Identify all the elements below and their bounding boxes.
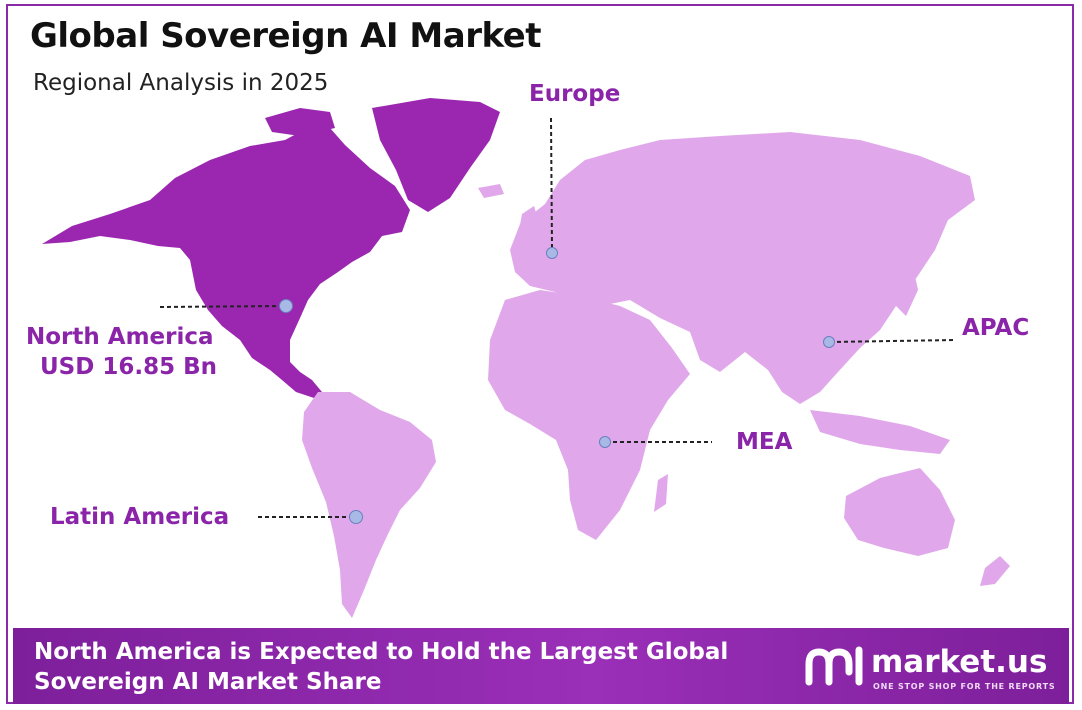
- market-us-logo: market.us ONE STOP SHOP FOR THE REPORTS: [803, 642, 1063, 692]
- footer-banner: North America is Expected to Hold the La…: [13, 628, 1069, 704]
- greenland-shape: [372, 98, 500, 212]
- north-america-shape: [42, 128, 410, 398]
- apac-marker: [823, 336, 835, 348]
- mea-marker: [599, 436, 611, 448]
- southeast-asia-shape: [810, 410, 950, 454]
- logo-mark-icon: [805, 646, 863, 686]
- north-america-value: USD 16.85 Bn: [40, 354, 218, 380]
- logo-tagline: ONE STOP SHOP FOR THE REPORTS: [873, 682, 1056, 691]
- north-america-marker: [279, 299, 293, 313]
- arctic-islands-shape: [265, 108, 335, 136]
- north-america-label: North America: [26, 324, 214, 350]
- eurasia-shape: [510, 132, 975, 404]
- europe-label: Europe: [529, 81, 621, 107]
- latin-america-shape: [302, 392, 436, 618]
- british-isles-shape: [518, 206, 540, 240]
- latin-america-label: Latin America: [50, 504, 230, 530]
- new-zealand-shape: [980, 556, 1010, 586]
- europe-leader: [550, 117, 553, 251]
- australia-shape: [844, 468, 955, 556]
- banner-line-1: North America is Expected to Hold the La…: [34, 639, 729, 665]
- logo-name: market.us: [871, 644, 1048, 680]
- mea-label: MEA: [736, 429, 793, 455]
- japan-shape: [896, 262, 918, 316]
- page-title: Global Sovereign AI Market: [30, 16, 541, 56]
- page-subtitle: Regional Analysis in 2025: [33, 70, 329, 96]
- europe-marker: [546, 247, 558, 259]
- madagascar-shape: [654, 474, 668, 512]
- apac-label: APAC: [962, 315, 1030, 341]
- latin-america-marker: [349, 510, 363, 524]
- banner-line-2: Sovereign AI Market Share: [34, 669, 382, 695]
- africa-shape: [488, 290, 690, 540]
- iceland-shape: [478, 184, 504, 198]
- banner-text: North America is Expected to Hold the La…: [34, 637, 754, 697]
